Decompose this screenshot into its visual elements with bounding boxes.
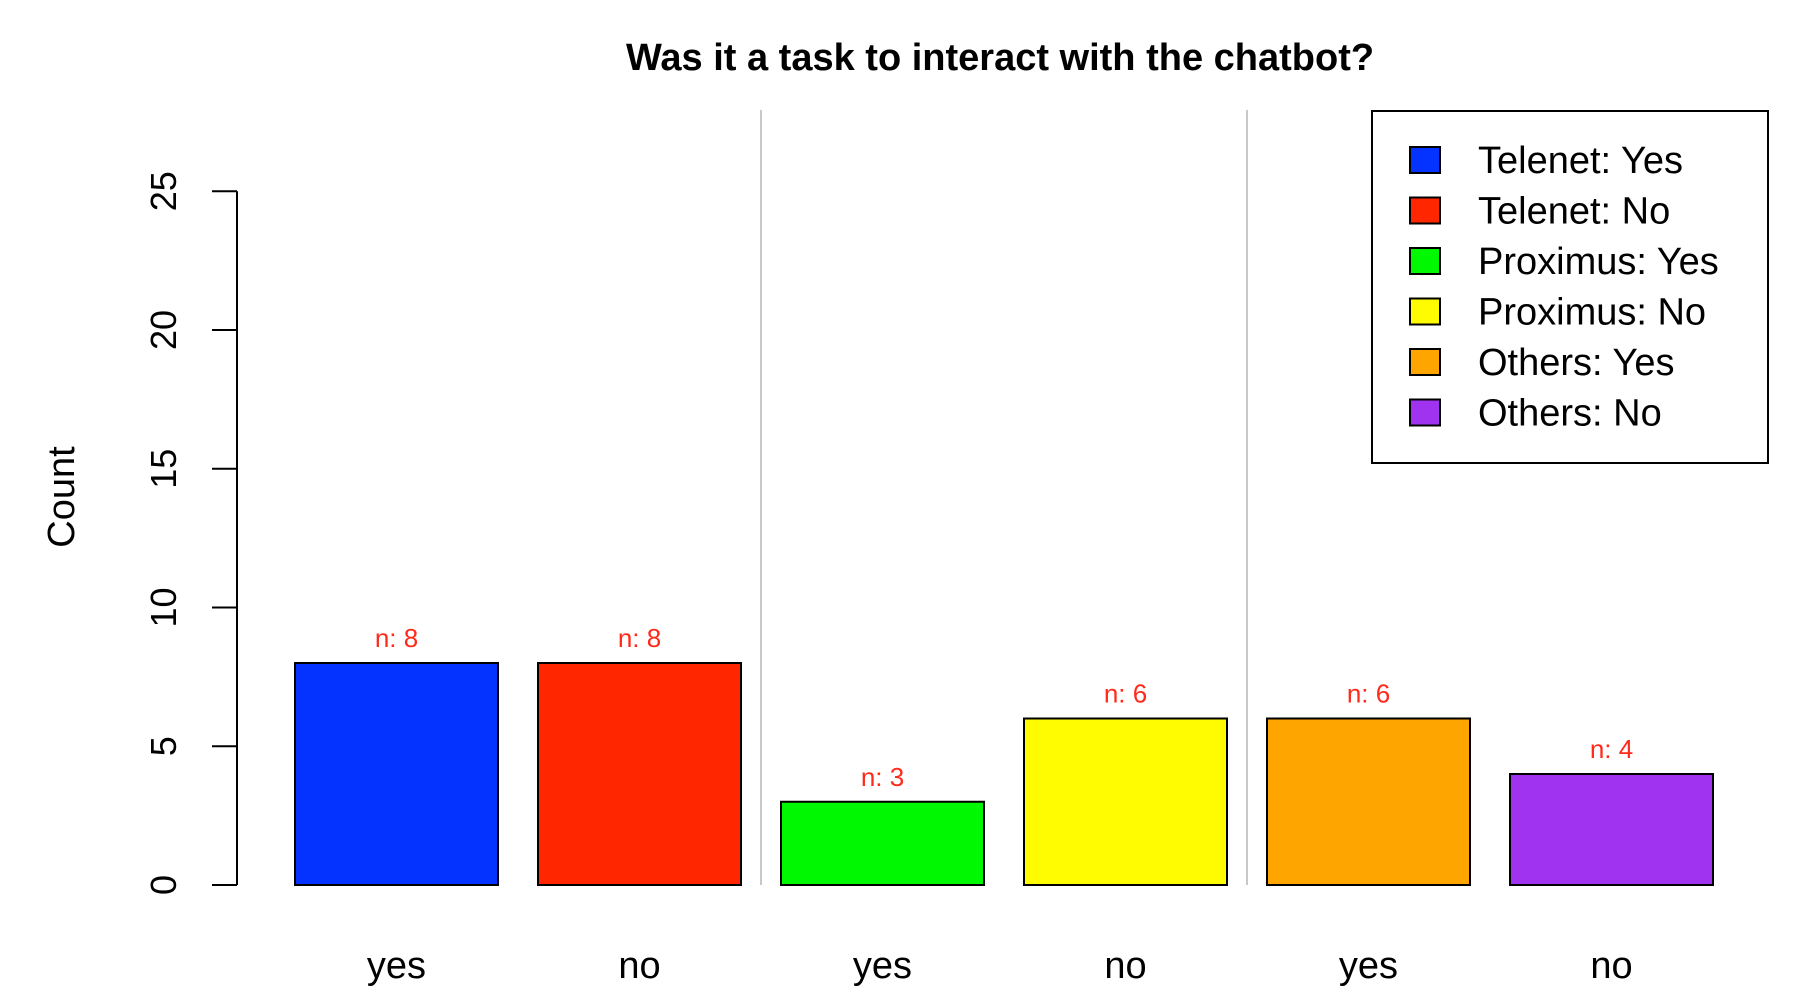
category-label: no xyxy=(1104,945,1146,987)
legend-swatch xyxy=(1409,297,1441,326)
legend-label: Others: No xyxy=(1478,393,1662,435)
y-tick-label: 25 xyxy=(143,171,184,211)
bar xyxy=(780,800,985,886)
group-separators xyxy=(760,110,1248,885)
legend-swatch xyxy=(1409,398,1441,427)
y-tick-label: 15 xyxy=(143,449,184,489)
legend-label: Proximus: Yes xyxy=(1478,241,1719,283)
chart-title: Was it a task to interact with the chatb… xyxy=(626,37,1374,79)
axes: 0 5 10 15 20 25 xyxy=(143,171,238,895)
data-labels: n: 8 n: 8 n: 3 n: 6 n: 6 n: 4 xyxy=(375,623,1633,792)
y-axis-title: Count xyxy=(41,446,83,548)
legend-label: Telenet: No xyxy=(1478,191,1670,233)
legend: Telenet: Yes Telenet: No Proximus: Yes Prox… xyxy=(1371,110,1769,464)
legend-label: Proximus: No xyxy=(1478,292,1706,334)
category-labels: yes no yes no yes no xyxy=(367,945,1633,987)
bar-value-label: n: 6 xyxy=(1104,679,1147,709)
category-label: no xyxy=(1590,945,1632,987)
bar-value-label: n: 8 xyxy=(618,623,661,653)
bar-value-label: n: 8 xyxy=(375,623,418,653)
bar xyxy=(537,662,742,886)
bar-value-label: n: 3 xyxy=(861,762,904,792)
bar-value-label: n: 4 xyxy=(1590,734,1633,764)
category-label: yes xyxy=(853,945,912,987)
legend-swatch xyxy=(1409,348,1441,376)
bar-value-label: n: 6 xyxy=(1347,679,1390,709)
y-tick-label: 20 xyxy=(143,310,184,350)
legend-label: Telenet: Yes xyxy=(1478,140,1683,182)
legend-swatch xyxy=(1409,196,1441,225)
category-label: yes xyxy=(367,945,426,987)
bar xyxy=(294,662,499,886)
bars xyxy=(294,662,1714,886)
y-tick-label: 0 xyxy=(143,875,184,895)
legend-swatch xyxy=(1409,247,1441,275)
legend-swatch xyxy=(1409,146,1441,174)
category-label: no xyxy=(618,945,660,987)
y-tick-label: 5 xyxy=(143,736,184,756)
bar xyxy=(1023,717,1228,886)
legend-label: Others: Yes xyxy=(1478,342,1674,384)
bar xyxy=(1266,717,1471,886)
category-label: yes xyxy=(1339,945,1398,987)
y-tick-label: 10 xyxy=(143,587,184,627)
bar xyxy=(1509,773,1714,886)
